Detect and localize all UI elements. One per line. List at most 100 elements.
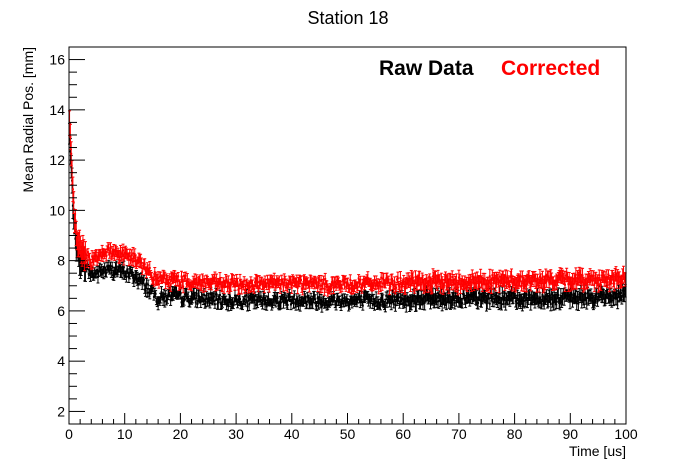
data-point [512, 282, 515, 285]
data-point [225, 278, 228, 281]
data-point [271, 280, 274, 283]
data-point [244, 295, 247, 298]
data-point [316, 287, 319, 290]
data-point [139, 259, 142, 262]
data-point [545, 294, 548, 297]
data-point [182, 301, 185, 304]
data-point [425, 291, 428, 294]
data-point [530, 279, 533, 282]
data-point [465, 282, 468, 285]
data-point [525, 293, 528, 296]
data-point [493, 294, 496, 297]
data-point [410, 301, 413, 304]
data-point [482, 295, 485, 298]
data-point [470, 293, 473, 296]
data-point [431, 294, 434, 297]
data-point [274, 300, 277, 303]
data-point [469, 280, 472, 283]
data-point [535, 284, 538, 287]
data-point [370, 298, 373, 301]
data-point [254, 281, 257, 284]
data-point [323, 304, 326, 307]
data-point [106, 265, 109, 268]
data-point [357, 277, 360, 280]
data-point [321, 300, 324, 303]
data-point [162, 275, 165, 278]
data-point [607, 297, 610, 300]
data-point [348, 303, 351, 306]
data-point [320, 279, 323, 282]
data-point [519, 275, 522, 278]
data-point [252, 296, 255, 299]
data-point [384, 304, 387, 307]
data-point [435, 280, 438, 283]
data-point [421, 298, 424, 301]
data-point [524, 299, 527, 302]
data-point [536, 294, 539, 297]
data-point [101, 268, 104, 271]
data-point [420, 296, 423, 299]
data-point [115, 266, 118, 269]
data-point [510, 292, 513, 295]
data-point [307, 283, 310, 286]
data-point [452, 294, 455, 297]
data-point [127, 271, 130, 274]
data-point [416, 279, 419, 282]
data-point [218, 277, 221, 280]
data-point [143, 263, 146, 266]
data-point [590, 297, 593, 300]
data-point [91, 261, 94, 264]
data-point [375, 296, 378, 299]
data-point [610, 300, 613, 303]
data-point [303, 278, 306, 281]
data-point [157, 277, 160, 280]
data-point [591, 299, 594, 302]
data-point [458, 301, 461, 304]
data-point [164, 292, 167, 295]
data-point [466, 296, 469, 299]
data-point [102, 251, 105, 254]
data-point [99, 252, 102, 255]
data-point [597, 291, 600, 294]
data-point [454, 282, 457, 285]
data-point [474, 295, 477, 298]
data-point [424, 284, 427, 287]
data-point [96, 269, 99, 272]
data-point [305, 282, 308, 285]
data-point [408, 279, 411, 282]
data-point [124, 273, 127, 276]
data-point [531, 277, 534, 280]
data-point [294, 302, 297, 305]
data-point [398, 303, 401, 306]
data-point [113, 254, 116, 257]
data-point [208, 283, 211, 286]
data-point [280, 279, 283, 282]
data-point [116, 253, 119, 256]
data-point [253, 301, 256, 304]
data-point [101, 250, 104, 253]
data-point [349, 299, 352, 302]
data-point [280, 294, 283, 297]
data-point [522, 283, 525, 286]
data-point [152, 279, 155, 282]
data-point [87, 255, 90, 258]
data-point [447, 285, 450, 288]
data-point [260, 279, 263, 282]
data-point [197, 280, 200, 283]
data-point [268, 284, 271, 287]
data-point [428, 294, 431, 297]
data-point [193, 292, 196, 295]
data-point [225, 303, 228, 306]
data-point [301, 288, 304, 291]
data-point [256, 281, 259, 284]
data-point [150, 274, 153, 277]
data-point [108, 253, 111, 256]
data-point [170, 275, 173, 278]
data-point [542, 299, 545, 302]
data-point [329, 286, 332, 289]
data-point [362, 279, 365, 282]
data-point [302, 281, 305, 284]
data-point [478, 280, 481, 283]
data-point [287, 282, 290, 285]
data-point [163, 274, 166, 277]
